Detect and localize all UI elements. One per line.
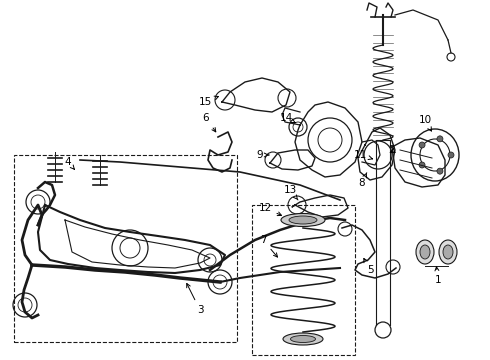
Ellipse shape (281, 213, 325, 226)
Text: 5: 5 (364, 258, 373, 275)
Ellipse shape (439, 240, 457, 264)
Text: 4: 4 (65, 157, 74, 169)
Text: 10: 10 (418, 115, 432, 131)
Circle shape (419, 142, 425, 148)
Text: 13: 13 (283, 185, 298, 200)
Text: 11: 11 (353, 150, 372, 160)
Text: 1: 1 (435, 267, 441, 285)
Circle shape (437, 136, 443, 142)
Text: 8: 8 (359, 173, 367, 188)
Ellipse shape (420, 245, 430, 259)
Bar (14, 155, 237, 342)
Ellipse shape (291, 336, 316, 342)
Text: 6: 6 (203, 113, 216, 132)
Text: 9: 9 (257, 150, 269, 160)
Circle shape (448, 152, 454, 158)
Text: 14: 14 (279, 113, 295, 123)
Ellipse shape (443, 245, 453, 259)
Text: 15: 15 (198, 96, 219, 107)
Circle shape (419, 162, 425, 168)
Ellipse shape (289, 216, 317, 224)
Bar (252, 205, 355, 355)
Ellipse shape (416, 240, 434, 264)
Text: 12: 12 (258, 203, 281, 216)
Text: 3: 3 (187, 283, 203, 315)
Circle shape (437, 168, 443, 174)
Ellipse shape (283, 333, 323, 345)
Text: 2: 2 (389, 145, 395, 155)
Text: 7: 7 (260, 235, 277, 257)
